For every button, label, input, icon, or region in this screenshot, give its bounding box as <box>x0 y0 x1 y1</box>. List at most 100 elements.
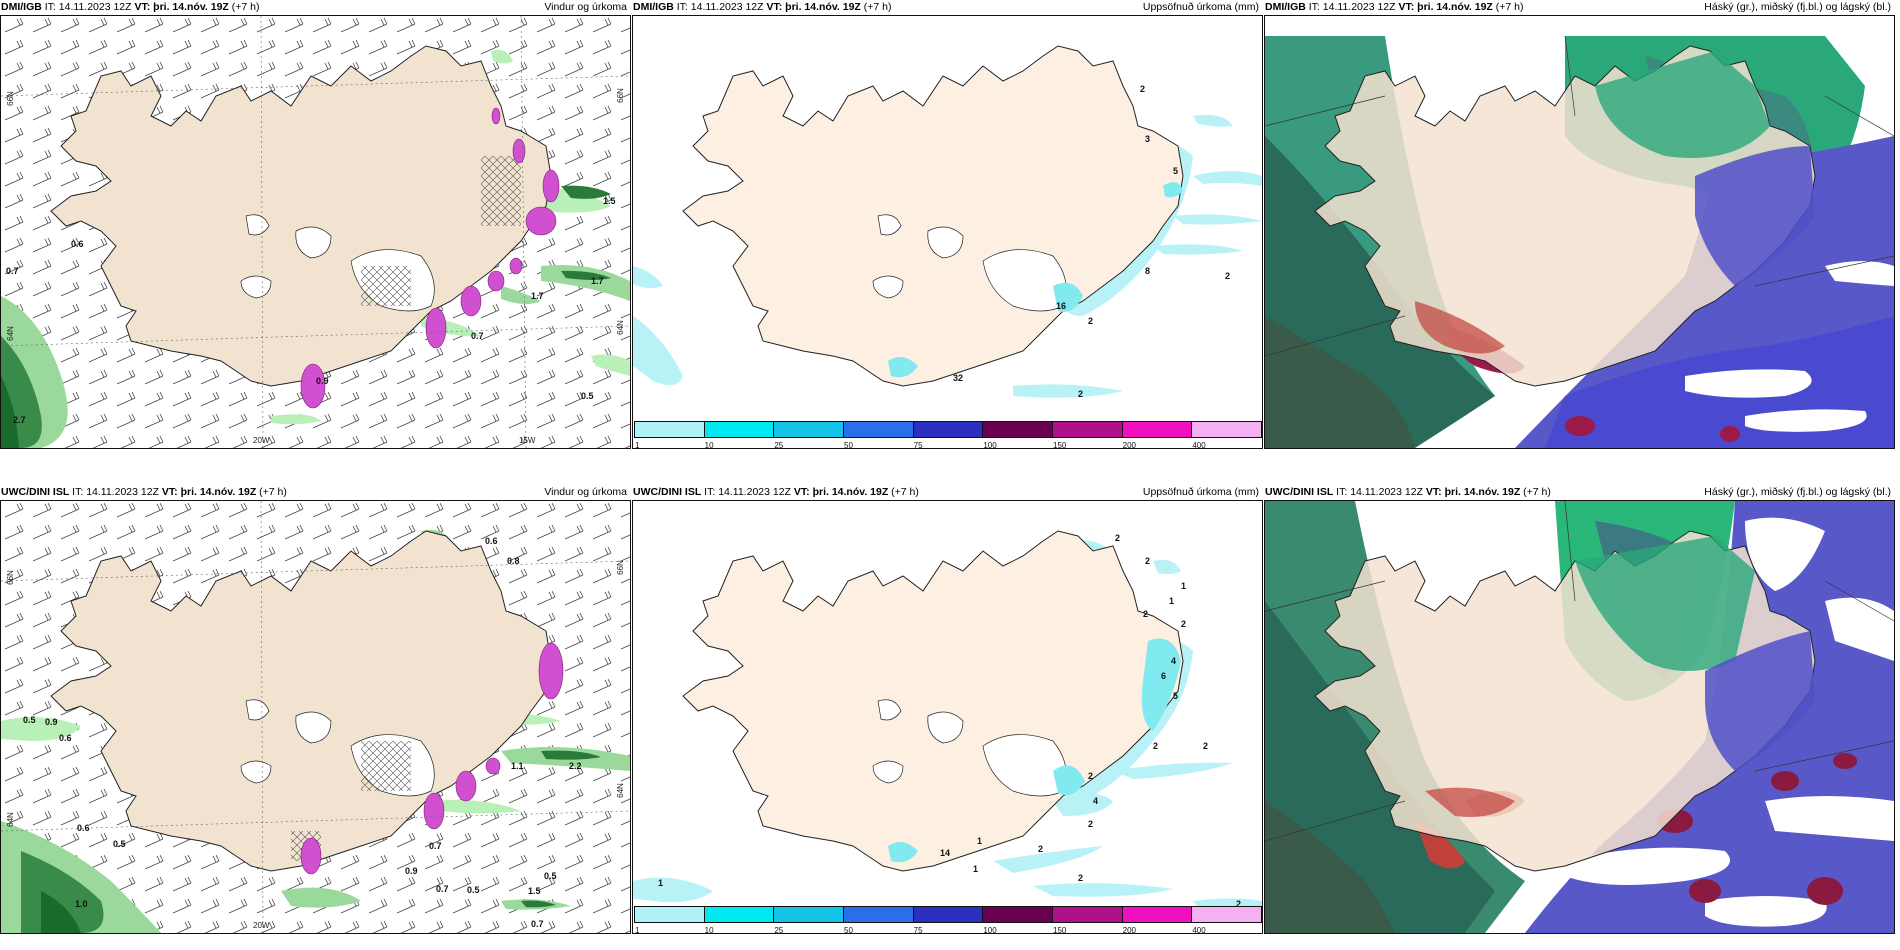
precip-value: 1.1 <box>511 761 524 771</box>
precip-value: 2 <box>1088 771 1094 781</box>
precip-value: 2 <box>1143 609 1149 619</box>
precip-value: 0.9 <box>45 717 58 727</box>
precip-value: 2 <box>1181 619 1187 629</box>
colorbar-tick: 75 <box>913 926 923 934</box>
lat-label: 66N <box>615 88 625 103</box>
precip-value: 3 <box>1145 134 1151 144</box>
precip-value: 2 <box>1088 316 1094 326</box>
precip-value: 0.6 <box>71 239 84 249</box>
precip-areas-land <box>888 182 1183 378</box>
colorbar-segment <box>634 906 705 923</box>
lon-label: 20W <box>253 921 270 930</box>
precip-value: 0.6 <box>485 536 498 546</box>
lead-time: (+7 h) <box>891 486 919 498</box>
it-value: 14.11.2023 12Z <box>718 486 791 498</box>
precip-value: 14 <box>940 848 951 858</box>
colorbar-tick: 200 <box>1122 441 1137 449</box>
heavy-precip <box>300 642 564 875</box>
precip-areas-land <box>888 638 1181 863</box>
it-label: IT: <box>704 486 716 498</box>
lon-label: 15W <box>519 436 536 445</box>
product-name: Háský (gr.), miðský (fj.bl.) og lágský (… <box>1704 486 1891 498</box>
model-name: UWC/DINI ISL <box>633 486 702 498</box>
model-name: UWC/DINI ISL <box>1 486 70 498</box>
lead-time: (+7 h) <box>259 486 287 498</box>
precip-value: 2.7 <box>13 415 26 425</box>
vt-label: VT: <box>1425 486 1442 498</box>
panel-dmi-precip: DMI/IGB IT: 14.11.2023 12Z VT: þri. 14.n… <box>632 0 1263 450</box>
precip-value: 5 <box>1173 166 1179 176</box>
it-value: 14.11.2023 12Z <box>690 1 764 13</box>
colorbar-tick: 10 <box>704 441 714 449</box>
precip-value: 0.5 <box>544 871 557 881</box>
lat-label: 66N <box>5 570 15 585</box>
it-label: IT: <box>72 486 84 498</box>
precip-value: 1.5 <box>603 196 616 206</box>
product-name: Uppsöfnuð úrkoma (mm) <box>1142 1 1259 13</box>
model-name: UWC/DINI ISL <box>1265 486 1334 498</box>
it-value: 14.11.2023 12Z <box>1322 1 1396 13</box>
precip-value: 1.7 <box>531 291 544 301</box>
map-canvas <box>1265 16 1894 448</box>
model-name: DMI/IGB <box>633 1 674 13</box>
lat-label: 64N <box>5 812 15 827</box>
glaciers <box>872 699 1067 797</box>
panel-dmi-wind: DMI/IGB IT: 14.11.2023 12Z VT: þri. 14.n… <box>0 0 631 450</box>
precip-value: 6 <box>1161 671 1167 681</box>
vt-value: þri. 14.nóv. 19Z <box>785 1 861 13</box>
precip-value: 0.7 <box>429 841 442 851</box>
precip-value: 2 <box>1145 556 1151 566</box>
colorbar-segment <box>1191 421 1262 438</box>
precip-value: 0.5 <box>467 885 480 895</box>
panel-uwc-precip: UWC/DINI ISL IT: 14.11.2023 12Z VT: þri.… <box>632 485 1263 935</box>
map-frame[interactable] <box>1264 500 1895 934</box>
precip-value: 1.0 <box>75 899 88 909</box>
map-frame[interactable]: 2 2 1 2 2 4 6 5 2 2 1 2 4 2 2 2 1 1 14 1… <box>632 500 1263 934</box>
vt-value: þri. 14.nóv. 19Z <box>1444 486 1521 498</box>
precip-value: 1 <box>1181 581 1187 591</box>
colorbar-segment <box>912 421 984 438</box>
vt-value: þri. 14.nóv. 19Z <box>153 1 229 13</box>
product-name: Vindur og úrkoma <box>544 1 627 13</box>
panel-title: DMI/IGB IT: 14.11.2023 12Z VT: þri. 14.n… <box>0 0 631 15</box>
panel-dmi-clouds: DMI/IGB IT: 14.11.2023 12Z VT: þri. 14.n… <box>1264 0 1895 450</box>
vt-value: þri. 14.nóv. 19Z <box>812 486 889 498</box>
precip-value: 2 <box>1038 844 1044 854</box>
vt-value: þri. 14.nóv. 19Z <box>1417 1 1493 13</box>
map-frame[interactable]: 66N 64N 66N 64N 20W 15W 0.7 2.7 0.7 0.6 … <box>0 15 631 449</box>
map-canvas <box>633 530 1262 911</box>
colorbar-segment <box>843 906 914 923</box>
map-frame[interactable]: 2 3 5 2 8 2 16 32 2 1 10 25 50 75 100 150 200 40… <box>632 15 1263 449</box>
precip-value: 2 <box>1078 389 1084 399</box>
iceland-land <box>682 45 1184 387</box>
colorbar: 1 10 25 50 75 100 150 200 400 <box>634 906 1262 934</box>
precip-value: 2 <box>1115 533 1121 543</box>
it-label: IT: <box>676 1 688 13</box>
vt-value: þri. 14.nóv. 19Z <box>180 486 257 498</box>
colorbar-tick: 25 <box>774 441 784 449</box>
it-label: IT: <box>1308 1 1320 13</box>
precip-value: 0.8 <box>507 556 520 566</box>
precip-value: 0.6 <box>59 733 72 743</box>
colorbar-tick: 400 <box>1192 926 1206 934</box>
colorbar-segment <box>773 421 844 438</box>
precip-areas <box>1 529 630 933</box>
lat-label: 64N <box>615 320 625 335</box>
map-frame[interactable] <box>1264 15 1895 449</box>
colorbar-segment <box>912 906 984 923</box>
model-name: DMI/IGB <box>1265 1 1306 13</box>
precip-value: 0.5 <box>23 715 36 725</box>
precip-value: 1 <box>1169 596 1175 606</box>
colorbar-tick: 150 <box>1053 926 1067 934</box>
product-name: Vindur og úrkoma <box>544 486 627 498</box>
precip-value: 0.7 <box>6 266 19 276</box>
precip-value: 0.5 <box>581 391 594 401</box>
colorbar-segment <box>982 421 1053 438</box>
colorbar-segment <box>1121 421 1193 438</box>
heavy-precip <box>300 107 560 409</box>
precip-value: 8 <box>1145 266 1151 276</box>
colorbar-tick: 10 <box>704 926 714 934</box>
panel-uwc-wind: UWC/DINI ISL IT: 14.11.2023 12Z VT: þri.… <box>0 485 631 935</box>
map-frame[interactable]: 66N 64N 66N 64N 20W 0.6 0.8 0.5 0.9 0.6 … <box>0 500 631 934</box>
vt-label: VT: <box>766 1 783 13</box>
